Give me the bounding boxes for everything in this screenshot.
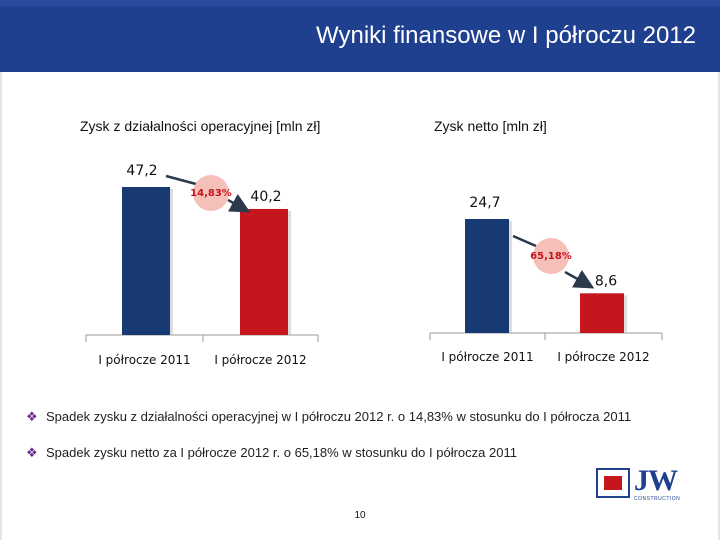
- chart-1-title: Zysk z działalności operacyjnej [mln zł]: [80, 118, 321, 134]
- chart-2-bar-1: [465, 219, 509, 333]
- chart-2-title: Zysk netto [mln zł]: [434, 118, 547, 134]
- slide-title: Wyniki finansowe w I półroczu 2012: [316, 22, 696, 49]
- chart-2-arrow-in: [512, 234, 537, 248]
- chart-1-bar-2: [240, 208, 288, 335]
- company-logo: JW CONSTRUCTION: [596, 464, 692, 504]
- chart-2-bar-2: [580, 293, 624, 333]
- chart-2-change-label: 65,18%: [530, 251, 572, 262]
- chart-1-category-label-1: I półrocze 2011: [98, 353, 190, 367]
- bullet-text-1: Spadek zysku z działalności operacyjnej …: [46, 409, 632, 424]
- bullet-diamond-icon: ❖: [26, 445, 38, 460]
- chart-1-value-label-1: 47,2: [126, 163, 157, 179]
- chart-2-category-label-1: I półrocze 2011: [441, 350, 533, 364]
- chart-2-value-label-2: 8,6: [595, 273, 617, 289]
- chart-2-arrow-out: [564, 269, 595, 289]
- chart-1-category-label-2: I półrocze 2012: [214, 353, 306, 367]
- bullet-item-2: ❖ Spadek zysku netto za I półrocze 2012 r…: [26, 445, 517, 461]
- header-strip: [0, 0, 720, 6]
- bullet-text-2: Spadek zysku netto za I półrocze 2012 r.…: [46, 445, 517, 460]
- chart-1-arrow-out: [227, 193, 251, 213]
- chart-1-value-label-2: 40,2: [250, 189, 281, 205]
- bullet-item-1: ❖ Spadek zysku z działalności operacyjnej…: [26, 409, 631, 425]
- content-frame: [0, 72, 720, 540]
- header-bar: Wyniki finansowe w I półroczu 2012: [0, 0, 720, 72]
- chart-1-arrow-in: [165, 174, 197, 186]
- charts-canvas: 47,2 I półrocze 2011 40,2 I półrocze 2012 14…: [85, 163, 663, 367]
- chart-2-change-badge: [533, 238, 569, 274]
- chart-1-change-label: 14,83%: [190, 188, 232, 199]
- logo-text: JW: [634, 464, 678, 497]
- chart-1-bar-1: [122, 187, 170, 335]
- logo-box-icon: [596, 468, 630, 498]
- logo-subtext: CONSTRUCTION: [634, 496, 681, 502]
- bullet-diamond-icon: ❖: [26, 409, 38, 424]
- chart-1-change-badge: [193, 175, 229, 211]
- chart-2-category-label-2: I półrocze 2012: [557, 350, 649, 364]
- chart-2-value-label-1: 24,7: [469, 195, 500, 211]
- page-number: 10: [354, 510, 366, 521]
